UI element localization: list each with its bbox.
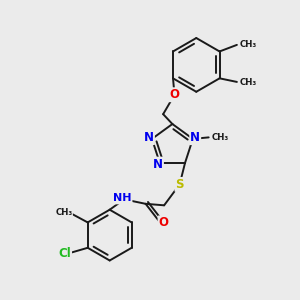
Text: N: N [190,131,200,144]
Text: NH: NH [113,194,132,203]
Text: Cl: Cl [58,247,71,260]
Text: N: N [144,131,154,144]
Text: S: S [176,178,184,191]
Text: N: N [153,158,163,171]
Text: CH₃: CH₃ [240,40,257,49]
Text: CH₃: CH₃ [240,78,257,87]
Text: O: O [169,88,179,101]
Text: O: O [158,216,169,230]
Text: CH₃: CH₃ [212,133,229,142]
Text: CH₃: CH₃ [55,208,72,217]
